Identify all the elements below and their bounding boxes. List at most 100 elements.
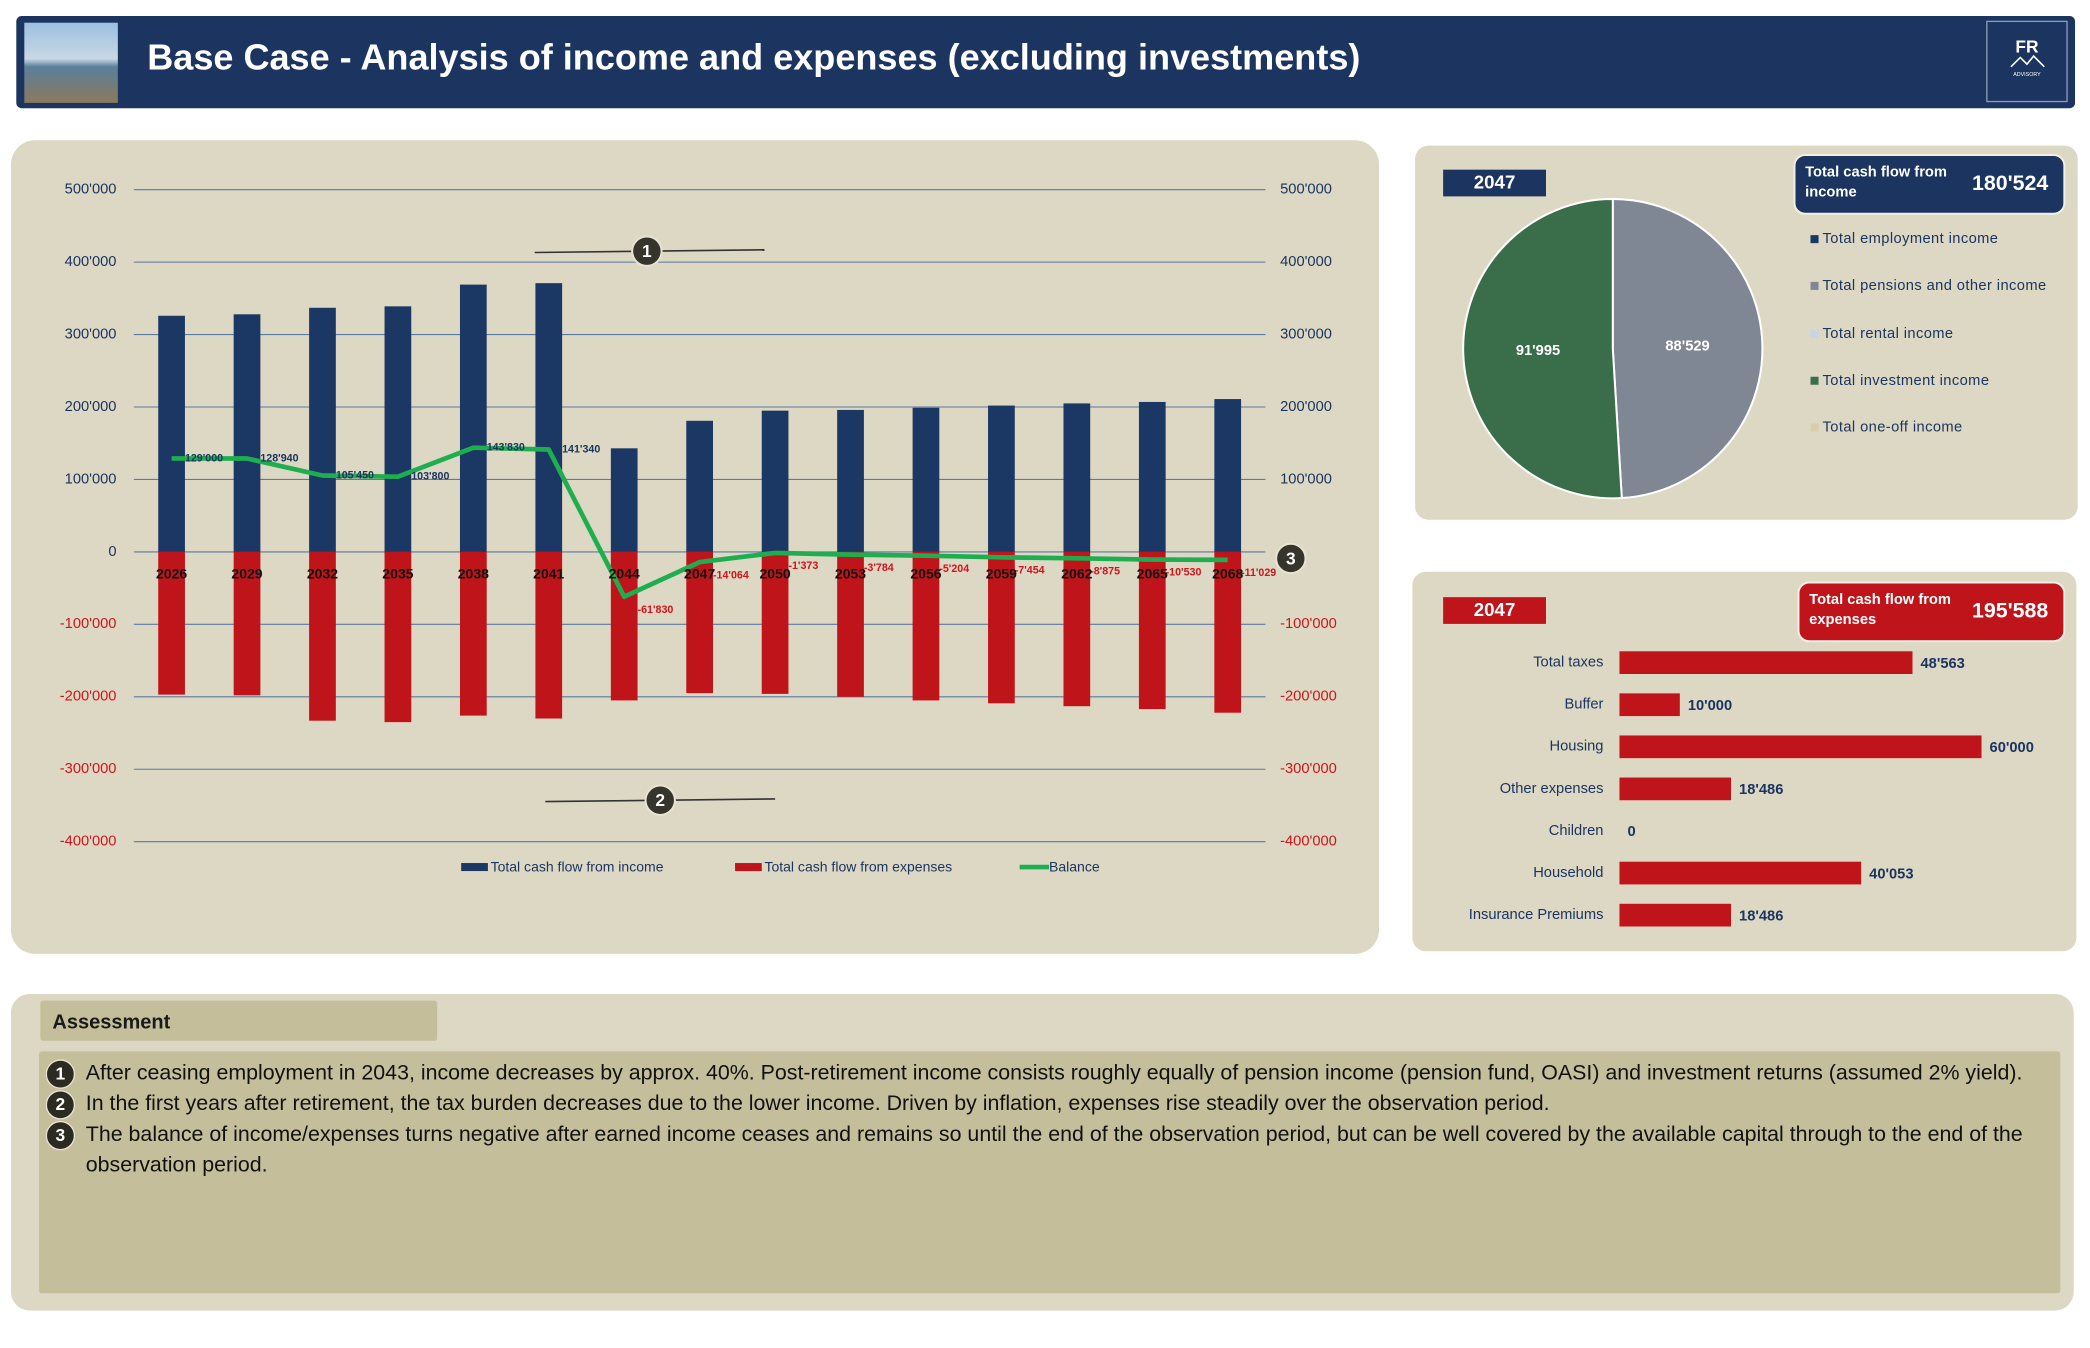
balance-label: 143'830 — [487, 442, 525, 454]
header-photo — [24, 22, 118, 103]
x-tick-label: 2035 — [382, 565, 413, 581]
bar — [837, 409, 864, 552]
bar — [309, 307, 336, 552]
bar — [384, 306, 412, 552]
year-box — [1443, 169, 1546, 197]
legend-label: Total cash flow from expenses — [764, 858, 952, 874]
bar — [912, 407, 940, 552]
total-title-box: Total cash flow from income — [1805, 164, 1947, 200]
x-tick-label: 2065 — [1137, 565, 1168, 581]
x-tick-label: 2044 — [609, 565, 640, 581]
y-tick-label: -100'000 — [60, 616, 117, 632]
bar — [686, 420, 714, 552]
y2-tick-label: -300'000 — [1280, 761, 1337, 777]
assessment-marker: 1 — [45, 1059, 76, 1089]
y2-tick-label: 500'000 — [1280, 182, 1332, 198]
total-value: 195'588 — [1972, 599, 2048, 623]
bar — [912, 551, 940, 701]
hbar — [1619, 903, 1732, 927]
x-tick-label: 2056 — [910, 565, 941, 581]
y2-tick-label: 100'000 — [1280, 471, 1332, 487]
value-label: 48'563 — [1921, 656, 1965, 672]
total-box — [1793, 153, 2066, 215]
legend-label: Total rental income — [1822, 325, 1954, 343]
total-value: 180'524 — [1972, 171, 2048, 195]
x-tick-label: 2068 — [1212, 565, 1243, 581]
y2-tick-label: 200'000 — [1280, 399, 1332, 415]
y-tick-label: -300'000 — [60, 761, 117, 777]
pie-slice — [1611, 198, 1764, 500]
total-box — [1797, 581, 2066, 643]
assessment-item: 3 The balance of income/expenses turns ne… — [45, 1120, 2054, 1181]
legend-label: Total investment income — [1822, 372, 1990, 389]
x-tick-label: 2050 — [759, 565, 790, 581]
annotation-marker — [1275, 542, 1307, 575]
category-label: Household — [1533, 865, 1603, 881]
y-tick-label: 200'000 — [65, 399, 117, 415]
bar — [988, 405, 1015, 552]
balance-label: -1'373 — [788, 560, 818, 572]
y2-tick-label: -200'000 — [1280, 689, 1337, 705]
pie-label: 88'529 — [1665, 338, 1709, 354]
x-tick-label: 2041 — [533, 565, 564, 581]
logo-box — [1986, 20, 2068, 103]
assessment-item: 2 In the first years after retirement, th… — [45, 1089, 2054, 1120]
bar — [988, 551, 1015, 704]
balance-label: 103'800 — [411, 471, 449, 483]
category-label: Children — [1549, 823, 1604, 839]
annotation-marker — [644, 784, 676, 816]
bar — [1063, 551, 1091, 707]
legend-swatch — [1810, 235, 1819, 244]
bar — [1138, 401, 1166, 552]
value-label: 10'000 — [1688, 698, 1732, 714]
hbar — [1619, 651, 1913, 674]
balance-label: 105'450 — [336, 469, 374, 481]
bar — [158, 551, 185, 695]
balance-label: -14'064 — [713, 569, 749, 581]
balance-label: -11'029 — [1241, 567, 1276, 579]
y-tick-label: 400'000 — [65, 254, 117, 270]
pie-label: 91'995 — [1516, 343, 1560, 359]
x-tick-label: 2032 — [307, 565, 338, 581]
legend-label-box: Total one-off income — [1822, 419, 1963, 436]
bar — [1214, 551, 1242, 713]
x-tick-label: 2038 — [458, 565, 489, 581]
balance-label: 141'340 — [562, 443, 600, 455]
legend-label: Total pensions and other income — [1822, 277, 2047, 294]
bar — [459, 551, 487, 716]
balance-label: -5'204 — [939, 563, 969, 575]
category-label: Housing — [1550, 739, 1604, 755]
bar — [610, 448, 638, 552]
x-tick-label: 2047 — [684, 565, 715, 581]
bar — [535, 551, 563, 719]
legend-label: Total one-off income — [1822, 419, 1963, 436]
x-tick-label: 2026 — [156, 565, 187, 581]
legend-label: Total cash flow from income — [491, 858, 664, 874]
bar — [384, 551, 412, 723]
y-tick-label: 0 — [108, 544, 116, 560]
year-box — [1443, 597, 1546, 624]
legend-swatch — [1810, 329, 1819, 339]
assessment-marker: 2 — [45, 1090, 76, 1120]
bar — [761, 551, 789, 694]
bar — [233, 314, 261, 552]
y-tick-label: 300'000 — [65, 326, 117, 342]
year-label: 2047 — [1474, 599, 1516, 620]
y2-tick-label: -100'000 — [1280, 616, 1337, 632]
value-label: 40'053 — [1869, 866, 1913, 882]
bar — [158, 315, 185, 552]
assessment-marker: 3 — [45, 1120, 76, 1151]
legend-swatch — [461, 863, 488, 872]
y-tick-label: 500'000 — [65, 182, 117, 198]
bar — [1214, 399, 1242, 552]
assessment-box — [39, 1051, 2061, 1294]
annotation-number: 3 — [1286, 548, 1296, 568]
y-tick-label: -200'000 — [60, 689, 117, 705]
y2-tick-label: 400'000 — [1280, 254, 1332, 270]
assessment-items: 1 After ceasing employment in 2043, incom… — [45, 1059, 2054, 1181]
legend-label: Total employment income — [1822, 231, 1999, 248]
header-bar — [16, 16, 2076, 109]
x-tick-label: 2062 — [1061, 565, 1092, 581]
legend-swatch — [1810, 423, 1819, 432]
legend-label-box: Total rental income — [1822, 325, 1954, 343]
